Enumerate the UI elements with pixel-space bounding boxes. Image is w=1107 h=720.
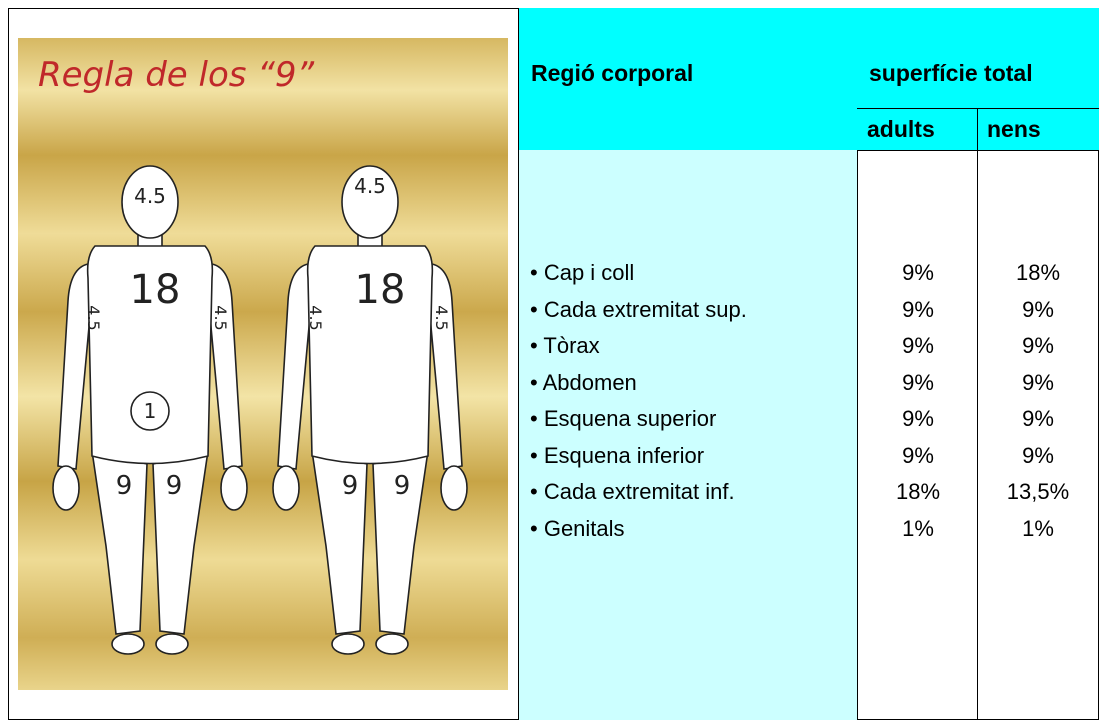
region-list: Cap i collCada extremitat sup.TòraxAbdom… [530, 255, 747, 547]
children-value: 1% [1022, 515, 1054, 541]
header-adults: adults [867, 116, 935, 142]
label: 9 [116, 471, 133, 501]
label: 1 [144, 399, 157, 423]
region: Esquena inferior [530, 438, 747, 475]
label: 4.5 [354, 174, 386, 198]
label: 4.5 [306, 305, 325, 330]
label: 9 [166, 471, 183, 501]
label: 9 [394, 471, 411, 501]
region: Cada extremitat inf. [530, 474, 747, 511]
body-figures [52, 165, 468, 655]
region: Tòrax [530, 328, 747, 365]
figure-title: Regla de los “9” [38, 55, 315, 95]
header-cell: superfície total adults nens [857, 8, 1099, 151]
figure-labels: Regla de los “9” 4.5 18 4.5 4.5 1 9 9 4.… [38, 55, 451, 501]
label: 4.5 [84, 305, 103, 330]
adults-value: 18% [895, 479, 941, 504]
label: 18 [355, 267, 406, 313]
children-list: 18% 9% 9% 9% 9% 9% 13,5% 1% [978, 255, 1098, 547]
adults-value: 9% [902, 442, 934, 468]
adults-value: 9% [902, 260, 934, 285]
region: Abdomen [530, 365, 747, 402]
children-value: 9% [1022, 442, 1054, 468]
region: Cada extremitat sup. [530, 292, 747, 329]
header-total: superfície total [869, 60, 1033, 86]
children-value: 18% [1015, 260, 1061, 285]
label: 18 [130, 267, 181, 313]
adults-value: 9% [902, 406, 934, 431]
adults-value: 9% [902, 296, 934, 322]
children-value: 13,5% [1006, 479, 1070, 504]
region: Genitals [530, 511, 747, 548]
label: 4.5 [432, 305, 451, 330]
region: Esquena superior [530, 401, 747, 438]
header-region: Regió corporal [531, 60, 694, 86]
children-value: 9% [1022, 406, 1054, 431]
header-cell: Regió corporal [518, 8, 858, 151]
children-value: 9% [1022, 369, 1054, 395]
adults-list: 9% 9% 9% 9% 9% 9% 18% 1% [858, 255, 978, 547]
header-children: nens [987, 116, 1041, 142]
figure-image: Regla de los “9” 4.5 18 4.5 4.5 1 9 9 4.… [18, 38, 508, 690]
column-divider [977, 150, 978, 720]
children-value: 9% [1022, 296, 1054, 322]
label: 4.5 [134, 184, 166, 208]
label: 9 [342, 471, 359, 501]
children-value: 9% [1022, 333, 1054, 358]
adults-value: 1% [902, 515, 934, 541]
region: Cap i coll [530, 255, 747, 292]
adults-value: 9% [902, 369, 934, 395]
adults-value: 9% [902, 333, 934, 358]
label: 4.5 [211, 305, 230, 330]
